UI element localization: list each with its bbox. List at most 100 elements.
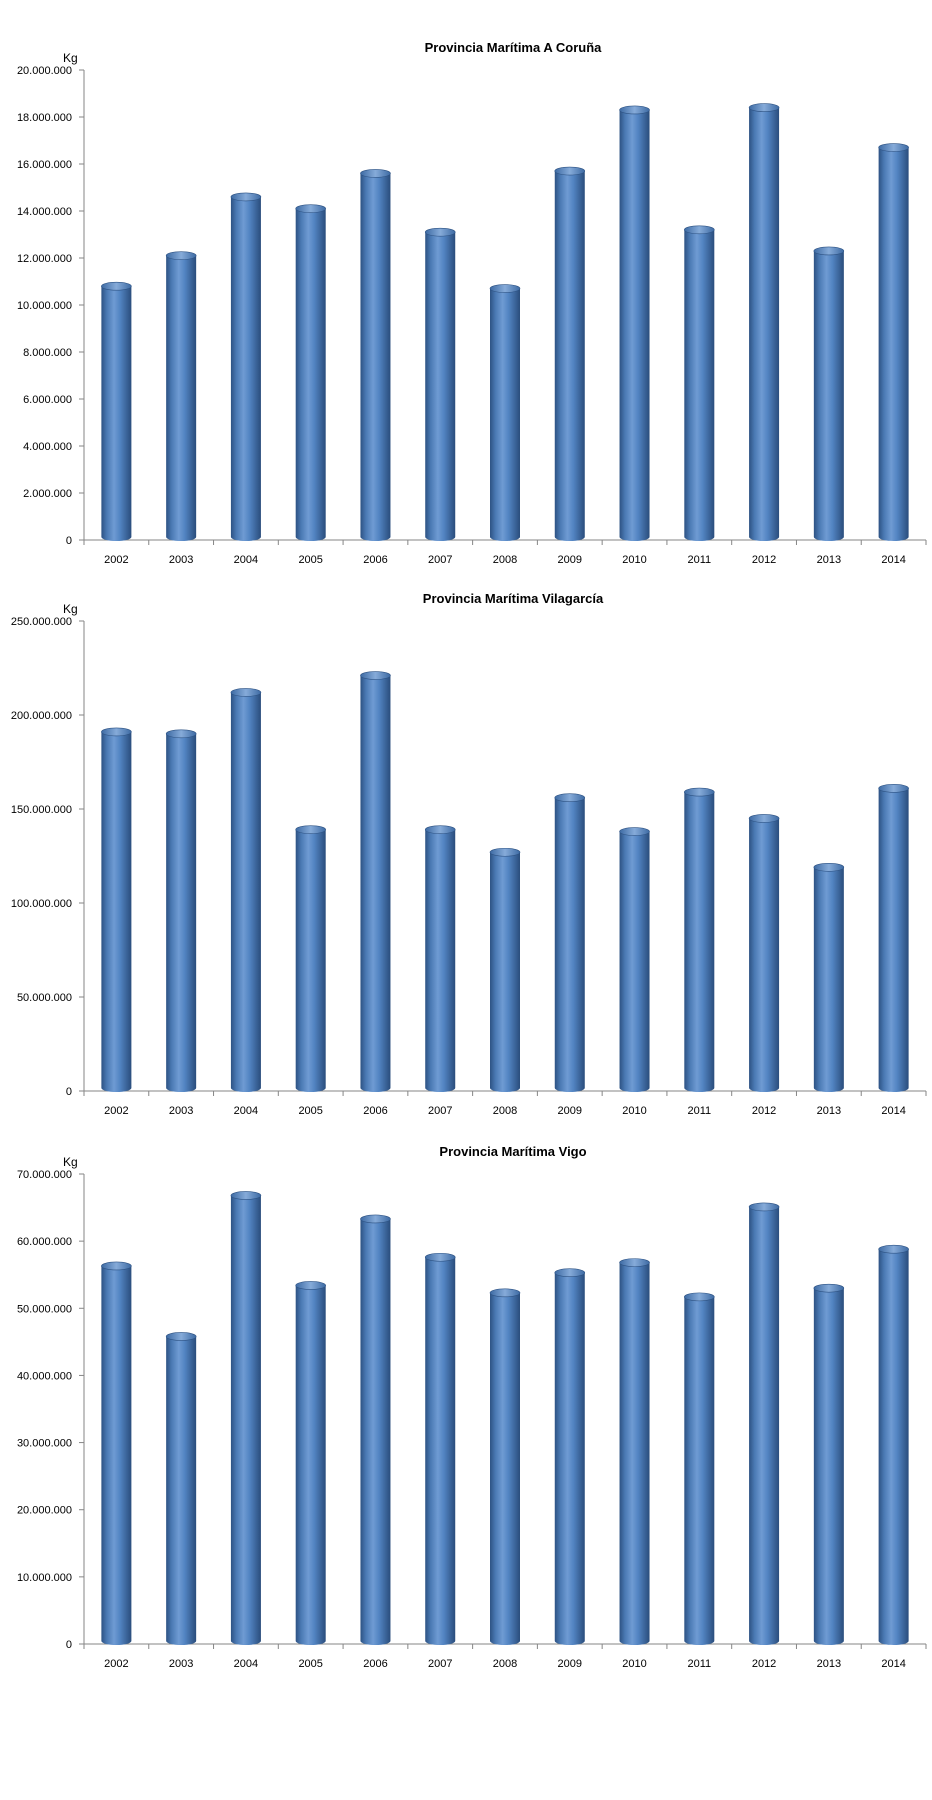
bar-2007[interactable] [424,227,456,541]
bar-body [230,196,261,541]
bar-body [813,867,844,1092]
bar-cap [878,143,909,152]
y-tick-label: 16.000.000 [17,159,72,171]
y-tick-label: 10.000.000 [17,300,72,312]
bar-2004[interactable] [230,1191,262,1645]
x-tick-label: 2012 [752,1105,776,1117]
bar-2013[interactable] [813,246,845,541]
bar-2012[interactable] [748,814,780,1092]
bar-cap [165,251,197,260]
bar-2009[interactable] [554,166,586,542]
bar-body [490,288,520,541]
bar-cap [554,793,586,803]
bar-2010[interactable] [619,827,650,1092]
bar-2012[interactable] [748,1202,780,1645]
bar-cap [748,1202,780,1212]
x-tick-label: 2012 [752,554,776,566]
bar-cap [230,688,262,697]
y-tick-label: 8.000.000 [23,347,72,359]
bar-2011[interactable] [684,1292,715,1645]
bar-2006[interactable] [360,671,391,1092]
x-tick-label: 2011 [687,1105,711,1117]
bar-2014[interactable] [878,784,909,1092]
bar-cap [489,284,521,293]
bar-2011[interactable] [684,787,715,1092]
bar-2007[interactable] [424,1252,456,1645]
bar-cap [360,671,391,680]
x-tick-label: 2014 [881,554,905,566]
bar-2007[interactable] [424,825,456,1092]
y-tick-label: 100.000.000 [11,898,72,910]
bar-2004[interactable] [230,192,262,541]
bar-2009[interactable] [554,793,586,1092]
bar-2003[interactable] [165,1332,197,1645]
bar-body [813,250,844,541]
x-tick-label: 2008 [493,554,517,566]
bar-body [554,171,585,542]
bar-body [684,792,715,1092]
bar-2014[interactable] [878,1244,909,1645]
bar-2002[interactable] [101,727,132,1092]
y-tick-label: 0 [66,1639,72,1651]
bar-2006[interactable] [360,1214,391,1645]
x-tick-label: 2002 [104,1105,128,1117]
bar-cap [813,862,845,872]
bar-2010[interactable] [619,105,650,541]
bar-2006[interactable] [360,169,391,541]
bar-cap [230,192,262,202]
bar-cap [424,825,456,834]
bar-cap [619,1258,650,1267]
bar-cap [489,847,521,857]
bar-2012[interactable] [748,103,780,541]
bar-2008[interactable] [489,1288,521,1645]
bar-cap [230,1191,262,1200]
bar-cap [748,814,780,823]
bar-2003[interactable] [165,251,197,541]
bar-2009[interactable] [554,1268,586,1645]
y-tick-label: 14.000.000 [17,206,72,218]
y-tick-label: 6.000.000 [23,394,72,406]
bar-2013[interactable] [813,1283,845,1645]
bar-2013[interactable] [813,862,845,1092]
x-tick-label: 2006 [363,1105,387,1117]
bar-body [166,255,197,541]
x-tick-label: 2013 [817,1105,841,1117]
y-tick-label: 0 [66,535,72,547]
bar-cap [554,1268,586,1277]
bar-body [166,733,197,1092]
x-tick-label: 2004 [234,1105,258,1117]
bar-2010[interactable] [619,1258,650,1645]
bar-2005[interactable] [295,204,326,541]
x-tick-label: 2007 [428,554,452,566]
bar-body [684,229,715,542]
y-tick-label: 30.000.000 [17,1438,72,1450]
bar-2002[interactable] [101,1261,132,1645]
bar-2002[interactable] [101,281,132,541]
bar-body [749,818,780,1092]
bar-body [295,829,326,1092]
x-tick-label: 2014 [881,1658,905,1670]
bar-2008[interactable] [489,284,521,541]
bar-2003[interactable] [165,729,197,1092]
x-tick-label: 2009 [558,554,582,566]
bar-cap [684,1292,715,1302]
y-tick-label: 150.000.000 [11,804,72,816]
x-tick-label: 2013 [817,1658,841,1670]
bar-2011[interactable] [684,225,715,542]
bar-2014[interactable] [878,143,909,542]
y-tick-label: 200.000.000 [11,710,72,722]
bar-2004[interactable] [230,688,262,1092]
y-tick-label: 4.000.000 [23,441,72,453]
bar-body [684,1296,715,1645]
bar-cap [619,105,650,115]
bar-2005[interactable] [295,1281,326,1645]
bar-body [554,797,585,1092]
bar-body [813,1288,844,1645]
bar-body [619,1262,650,1645]
bar-2008[interactable] [489,847,521,1092]
bar-2005[interactable] [295,825,326,1092]
bar-cap [101,727,132,737]
bar-cap [489,1288,521,1298]
x-tick-label: 2005 [298,554,322,566]
bar-cap [813,246,845,256]
